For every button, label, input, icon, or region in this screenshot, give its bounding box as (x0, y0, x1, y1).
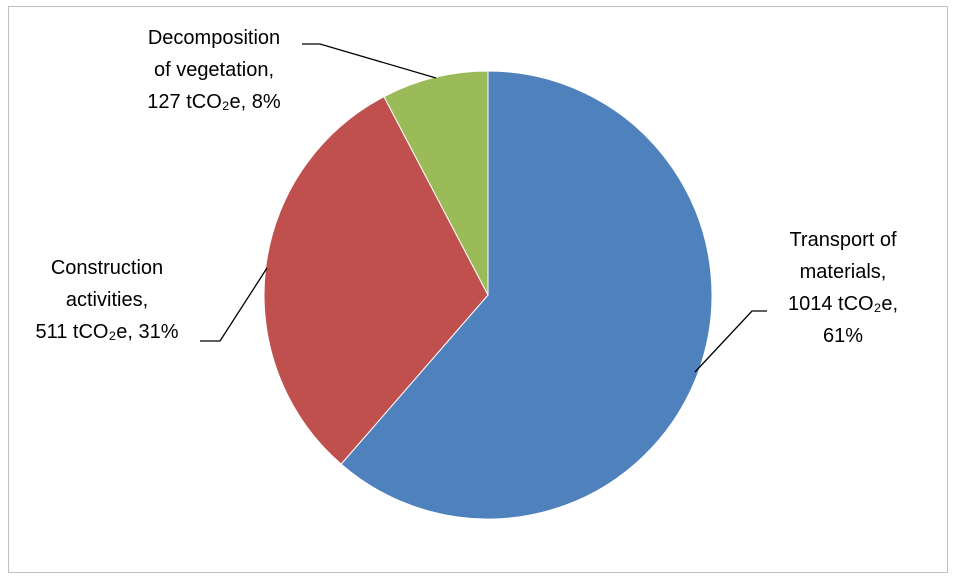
label-line: Construction (51, 257, 163, 279)
label-line: materials, (800, 261, 887, 283)
label-line: 1014 tCO₂e, (788, 293, 898, 315)
pie-slice-transport (340, 70, 713, 520)
leader-line-decomposition (302, 43, 437, 79)
label-line: 127 tCO₂e, 8% (147, 91, 281, 113)
label-line: activities, (66, 289, 148, 311)
data-label-construction: Construction activities, 511 tCO₂e, 31% (35, 257, 178, 343)
pie-slices (263, 70, 713, 520)
leader-line-construction (200, 267, 268, 342)
leader-lines (200, 43, 767, 373)
label-line: Decomposition (148, 27, 280, 49)
data-label-transport: Transport of materials, 1014 tCO₂e, 61% (788, 229, 898, 347)
data-label-decomposition: Decomposition of vegetation, 127 tCO₂e, … (147, 27, 281, 113)
label-line: 61% (823, 325, 863, 347)
leader-line-transport (694, 310, 767, 373)
label-line: of vegetation, (154, 59, 274, 81)
label-line: 511 tCO₂e, 31% (35, 321, 178, 343)
label-line: Transport of (789, 229, 897, 251)
